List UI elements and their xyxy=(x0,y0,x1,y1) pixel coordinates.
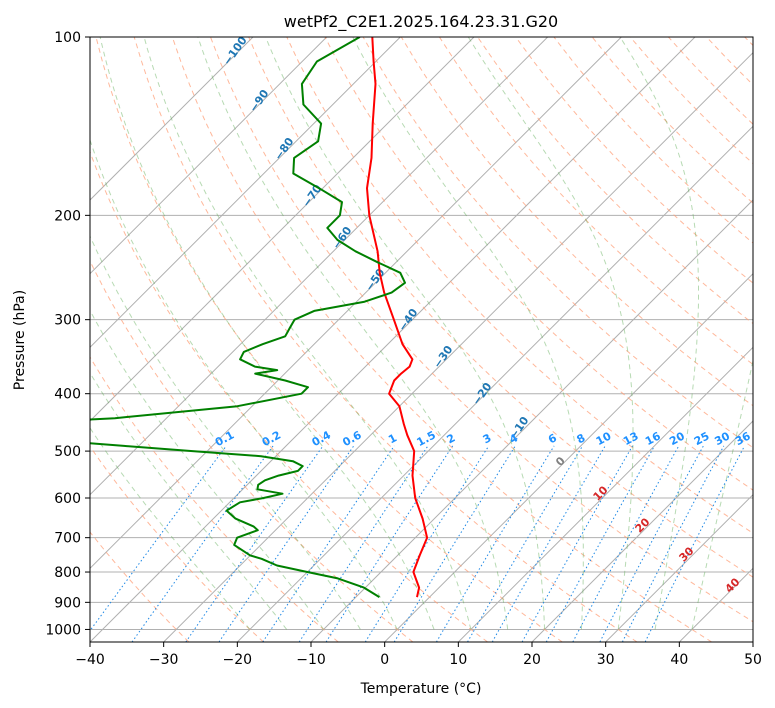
moist-adiabat xyxy=(90,427,251,630)
x-tick-label: −40 xyxy=(75,652,105,668)
x-tick-label: 50 xyxy=(744,652,762,668)
mixing-ratio-label: 20 xyxy=(667,429,687,448)
y-tick-label: 400 xyxy=(54,387,81,403)
y-tick-label: 100 xyxy=(54,30,81,46)
y-axis: 100 200 300 400 500 600 700 800 900 1000 xyxy=(45,30,90,638)
y-tick-label: 300 xyxy=(54,313,81,329)
x-tick-label: 40 xyxy=(670,652,688,668)
y-tick-label: 900 xyxy=(54,595,81,611)
moist-adiabat xyxy=(352,37,584,630)
isotherm-line xyxy=(90,37,696,642)
mixing-ratio-line xyxy=(218,445,355,642)
x-tick-label: −10 xyxy=(296,652,326,668)
mixing-ratio-line xyxy=(545,445,656,642)
y-axis-label: Pressure (hPa) xyxy=(12,290,28,390)
isotherm-line xyxy=(457,346,753,642)
mixing-ratio-line xyxy=(131,445,274,642)
mixing-ratio-label: 30 xyxy=(712,429,732,448)
dry-adiabat xyxy=(90,150,488,642)
dry-adiabat xyxy=(90,259,414,642)
isotherm-line xyxy=(90,37,328,275)
moist-adiabat xyxy=(265,37,546,630)
mixing-ratio-line xyxy=(644,445,746,642)
mixing-ratio-label: 25 xyxy=(692,429,712,448)
mixing-ratio-label: 10 xyxy=(594,429,614,448)
y-tick-label: 600 xyxy=(54,491,81,507)
moist-adiabat xyxy=(99,37,435,630)
dry-adiabat xyxy=(438,37,753,366)
dry-adiabat xyxy=(90,445,264,642)
dry-adiabat xyxy=(248,37,753,578)
x-axis-label: Temperature (°C) xyxy=(360,681,482,697)
moist-adiabat xyxy=(467,37,634,630)
x-tick-label: 20 xyxy=(523,652,541,668)
plot-area: −100−90−80−70−60−50−40−30−20−100.1 0.2 0.4… xyxy=(90,37,753,642)
x-tick-label: −20 xyxy=(223,652,253,668)
y-tick-label: 700 xyxy=(54,531,81,547)
isotherm-grid xyxy=(90,37,753,642)
dry-adiabat xyxy=(90,356,339,642)
dry-adiabats xyxy=(90,37,753,642)
moist-adiabats xyxy=(90,37,753,630)
mixing-ratio-label: 16 xyxy=(643,429,663,448)
dry-adiabat xyxy=(171,37,712,642)
moist-adiabat xyxy=(691,358,753,630)
y-tick-label: 200 xyxy=(54,208,81,224)
sounding-series xyxy=(90,37,429,598)
plot-frame xyxy=(89,36,754,643)
mixing-ratio-line xyxy=(621,445,725,642)
isotherm-line xyxy=(90,37,254,201)
mixing-ratio-line xyxy=(521,445,633,642)
moist-adiabat xyxy=(619,37,699,630)
chart-title: wetPf2_C2E1.2025.164.23.31.G20 xyxy=(284,12,558,32)
y-tick-label: 1000 xyxy=(45,622,81,638)
y-tick-label: 800 xyxy=(54,565,81,581)
mixing-ratio-line xyxy=(185,445,324,642)
isotherm-line xyxy=(605,493,753,642)
mixing-ratio-line xyxy=(467,445,584,642)
isotherm-line xyxy=(236,125,753,642)
moist-adiabat xyxy=(90,371,288,630)
isotherm-line xyxy=(531,420,753,642)
isotherm-line xyxy=(90,37,549,496)
dry-adiabat xyxy=(95,37,563,642)
mixing-ratio-lines xyxy=(90,445,746,642)
x-tick-label: −30 xyxy=(149,652,179,668)
mixing-ratio-line xyxy=(262,445,395,642)
mixing-ratio-line xyxy=(393,445,516,642)
mixing-ratio-label: 36 xyxy=(733,429,753,448)
dry-adiabat xyxy=(400,37,753,407)
moist-adiabat xyxy=(90,235,361,630)
dry-adiabat xyxy=(210,37,753,623)
temperature-line xyxy=(366,37,429,598)
moist-adiabat xyxy=(197,37,509,630)
x-tick-label: 0 xyxy=(380,652,389,668)
dry-adiabat xyxy=(133,37,638,642)
mixing-ratio-line xyxy=(298,445,429,642)
dry-adiabat xyxy=(286,37,753,534)
mixing-ratio-label: 13 xyxy=(621,429,641,448)
x-axis: −40 −30 −20 −10 0 10 20 30 40 50 xyxy=(75,642,762,668)
x-tick-label: 10 xyxy=(449,652,467,668)
isotherm-line xyxy=(90,37,622,570)
dry-adiabat xyxy=(90,531,190,642)
isotherm-line xyxy=(163,51,753,642)
moist-adiabat xyxy=(90,138,398,630)
x-tick-label: 30 xyxy=(597,652,615,668)
isotherm-line xyxy=(90,37,401,349)
isotherm-line xyxy=(384,272,753,642)
dry-adiabat xyxy=(515,37,753,284)
mixing-ratio-line xyxy=(435,445,555,642)
mixing-ratio-line xyxy=(364,445,490,642)
y-tick-label: 500 xyxy=(54,444,81,460)
mixing-ratio-line xyxy=(325,445,454,642)
dewpoint-line xyxy=(90,37,406,598)
